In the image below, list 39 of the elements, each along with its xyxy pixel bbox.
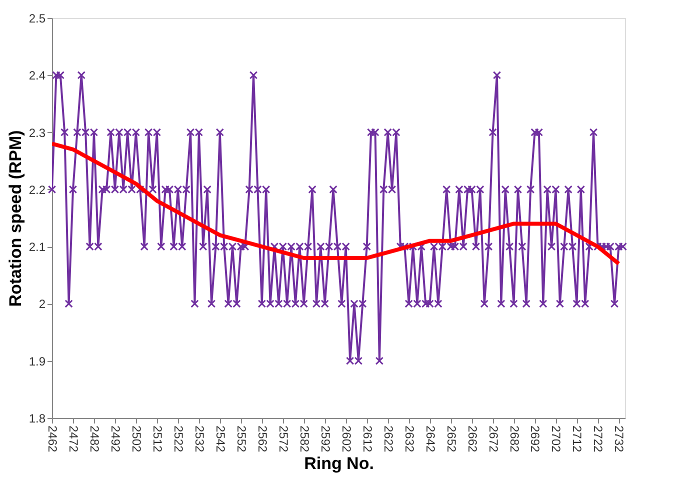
x-tick-label: 2682 [507, 426, 522, 453]
x-tick-label: 2662 [465, 426, 480, 453]
y-tick-label: 1.8 [28, 412, 46, 426]
x-tick-label: 2692 [528, 426, 542, 453]
y-tick-label: 2.1 [28, 240, 46, 254]
y-tick-label: 2 [38, 297, 46, 312]
x-tick-label: 2722 [591, 426, 606, 453]
x-tick-label: 2672 [486, 426, 500, 453]
x-tick-label: 2542 [213, 426, 228, 453]
y-tick-label: 2.3 [28, 126, 46, 140]
x-tick-label: 2572 [276, 426, 290, 453]
y-tick-label: 2.5 [28, 12, 46, 26]
x-tick-label: 2532 [192, 426, 206, 453]
x-tick-label: 2622 [381, 426, 396, 453]
x-tick-label: 2732 [612, 426, 626, 453]
x-tick-label: 2702 [549, 426, 564, 453]
x-tick-label: 2482 [87, 426, 102, 453]
x-tick-label: 2522 [171, 426, 186, 453]
x-tick-label: 2612 [360, 426, 374, 453]
x-tick-label: 2592 [318, 426, 332, 453]
x-tick-label: 2642 [423, 426, 438, 453]
y-axis-title: Rotation speed (RPM) [6, 130, 25, 307]
x-axis-title: Ring No. [304, 454, 374, 474]
x-tick-label: 2652 [444, 426, 458, 453]
x-tick-label: 2712 [570, 426, 584, 453]
x-tick-label: 2582 [297, 426, 312, 453]
y-tick-label: 2.2 [28, 182, 46, 197]
y-tick-label: 2.4 [28, 68, 46, 83]
x-tick-label: 2632 [402, 426, 416, 453]
x-tick-label: 2472 [66, 426, 80, 453]
x-tick-label: 2512 [150, 426, 164, 453]
x-tick-label: 2552 [234, 426, 248, 453]
x-tick-label: 2562 [255, 426, 270, 453]
x-tick-label: 2492 [108, 426, 122, 453]
x-tick-label: 2502 [129, 426, 144, 453]
y-tick-label: 1.9 [28, 354, 46, 368]
x-tick-label: 2462 [46, 426, 60, 453]
x-tick-label: 2602 [339, 426, 354, 453]
line-series [52, 142, 621, 266]
